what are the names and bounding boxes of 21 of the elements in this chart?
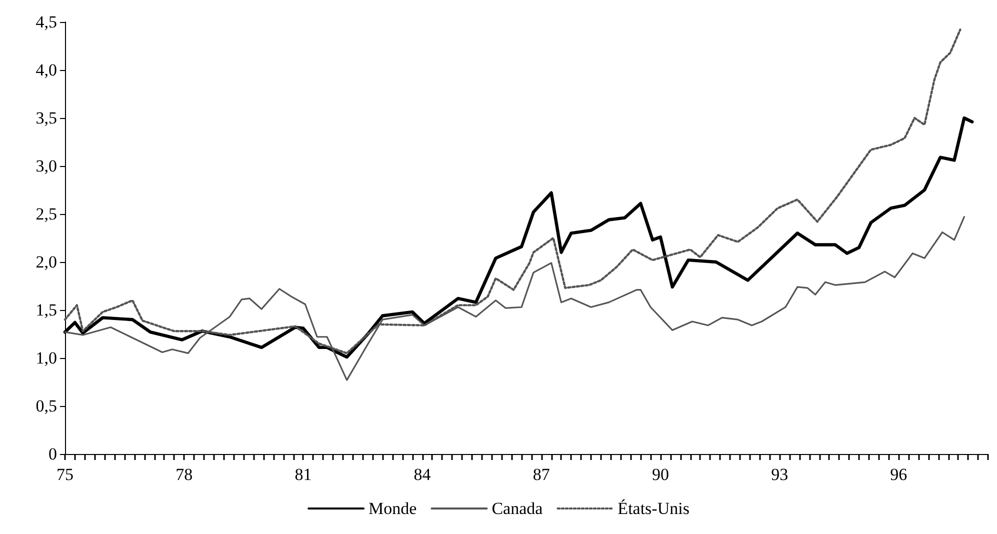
legend-label: Monde (368, 499, 417, 518)
y-tick-label: 2,0 (36, 252, 57, 272)
y-tick-label: 4,5 (36, 12, 57, 32)
x-tick-label: 93 (771, 465, 788, 484)
x-tick-label: 96 (890, 465, 908, 484)
x-tick-label: 87 (532, 465, 550, 484)
y-tick-label: 0 (48, 444, 57, 464)
y-tick-label: 1,5 (36, 300, 57, 320)
x-tick-label: 90 (652, 465, 669, 484)
legend-label: Canada (492, 499, 544, 518)
y-tick-label: 4,0 (36, 60, 57, 80)
y-tick-label: 3,0 (36, 156, 57, 176)
legend-label: États-Unis (618, 499, 690, 518)
y-tick-label: 2,5 (36, 204, 57, 224)
x-tick-label: 75 (56, 465, 74, 484)
y-tick-label: 0,5 (36, 396, 57, 416)
x-tick-label: 84 (414, 465, 432, 484)
y-tick-label: 1,0 (36, 348, 57, 368)
x-tick-label: 81 (294, 465, 312, 484)
y-tick-label: 3,5 (36, 108, 57, 128)
x-tick-label: 78 (176, 465, 193, 484)
